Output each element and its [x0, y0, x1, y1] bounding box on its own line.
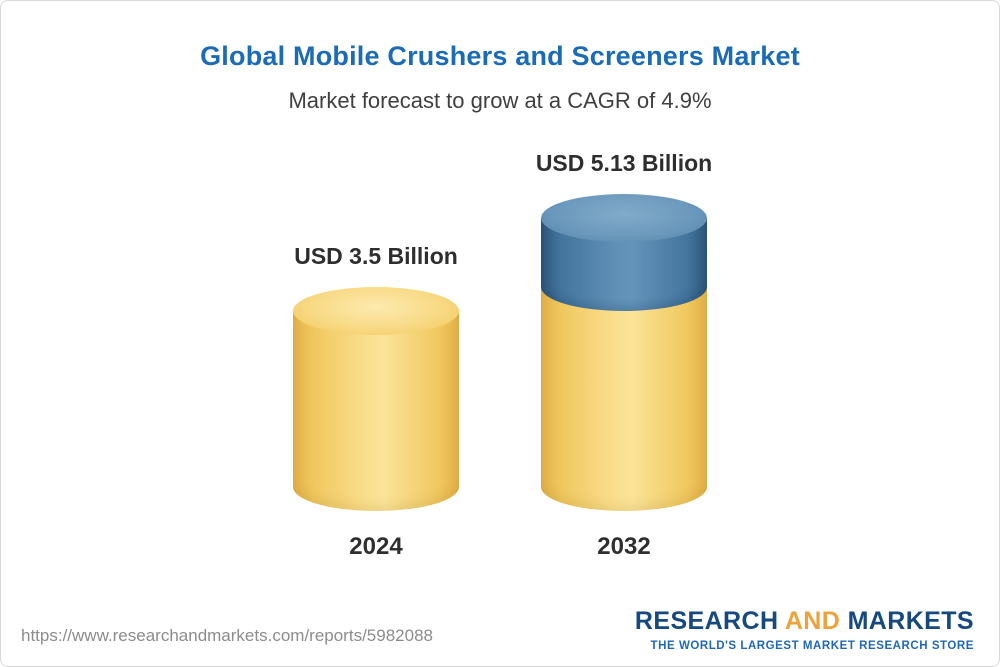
value-label-2032: USD 5.13 Billion — [535, 150, 713, 176]
value-label-2024: USD 3.5 Billion — [294, 243, 458, 269]
chart-header: Global Mobile Crushers and Screeners Mar… — [1, 1, 999, 114]
source-url: https://www.researchandmarkets.com/repor… — [21, 626, 433, 645]
chart-title: Global Mobile Crushers and Screeners Mar… — [200, 41, 800, 71]
logo-word-markets: MARKETS — [847, 607, 974, 635]
chart-subtitle: Market forecast to grow at a CAGR of 4.9… — [288, 88, 712, 113]
logo-tagline: THE WORLD'S LARGEST MARKET RESEARCH STOR… — [650, 640, 974, 652]
bar-2024-cylinder-top — [293, 287, 459, 335]
logo-word-research: RESEARCH — [634, 607, 779, 635]
logo-wordmark: RESEARCH AND MARKETS — [635, 607, 974, 636]
logo-word-and: AND — [784, 607, 841, 635]
category-label-2024: 2024 — [349, 533, 403, 560]
bar-2024-cylinder — [293, 311, 459, 511]
research-and-markets-logo: RESEARCH AND MARKETS THE WORLD'S LARGEST… — [635, 607, 974, 652]
bar-2032-base-segment — [541, 287, 707, 511]
category-label-2032: 2032 — [597, 533, 651, 560]
bar-2032-cylinder-top — [541, 194, 707, 242]
